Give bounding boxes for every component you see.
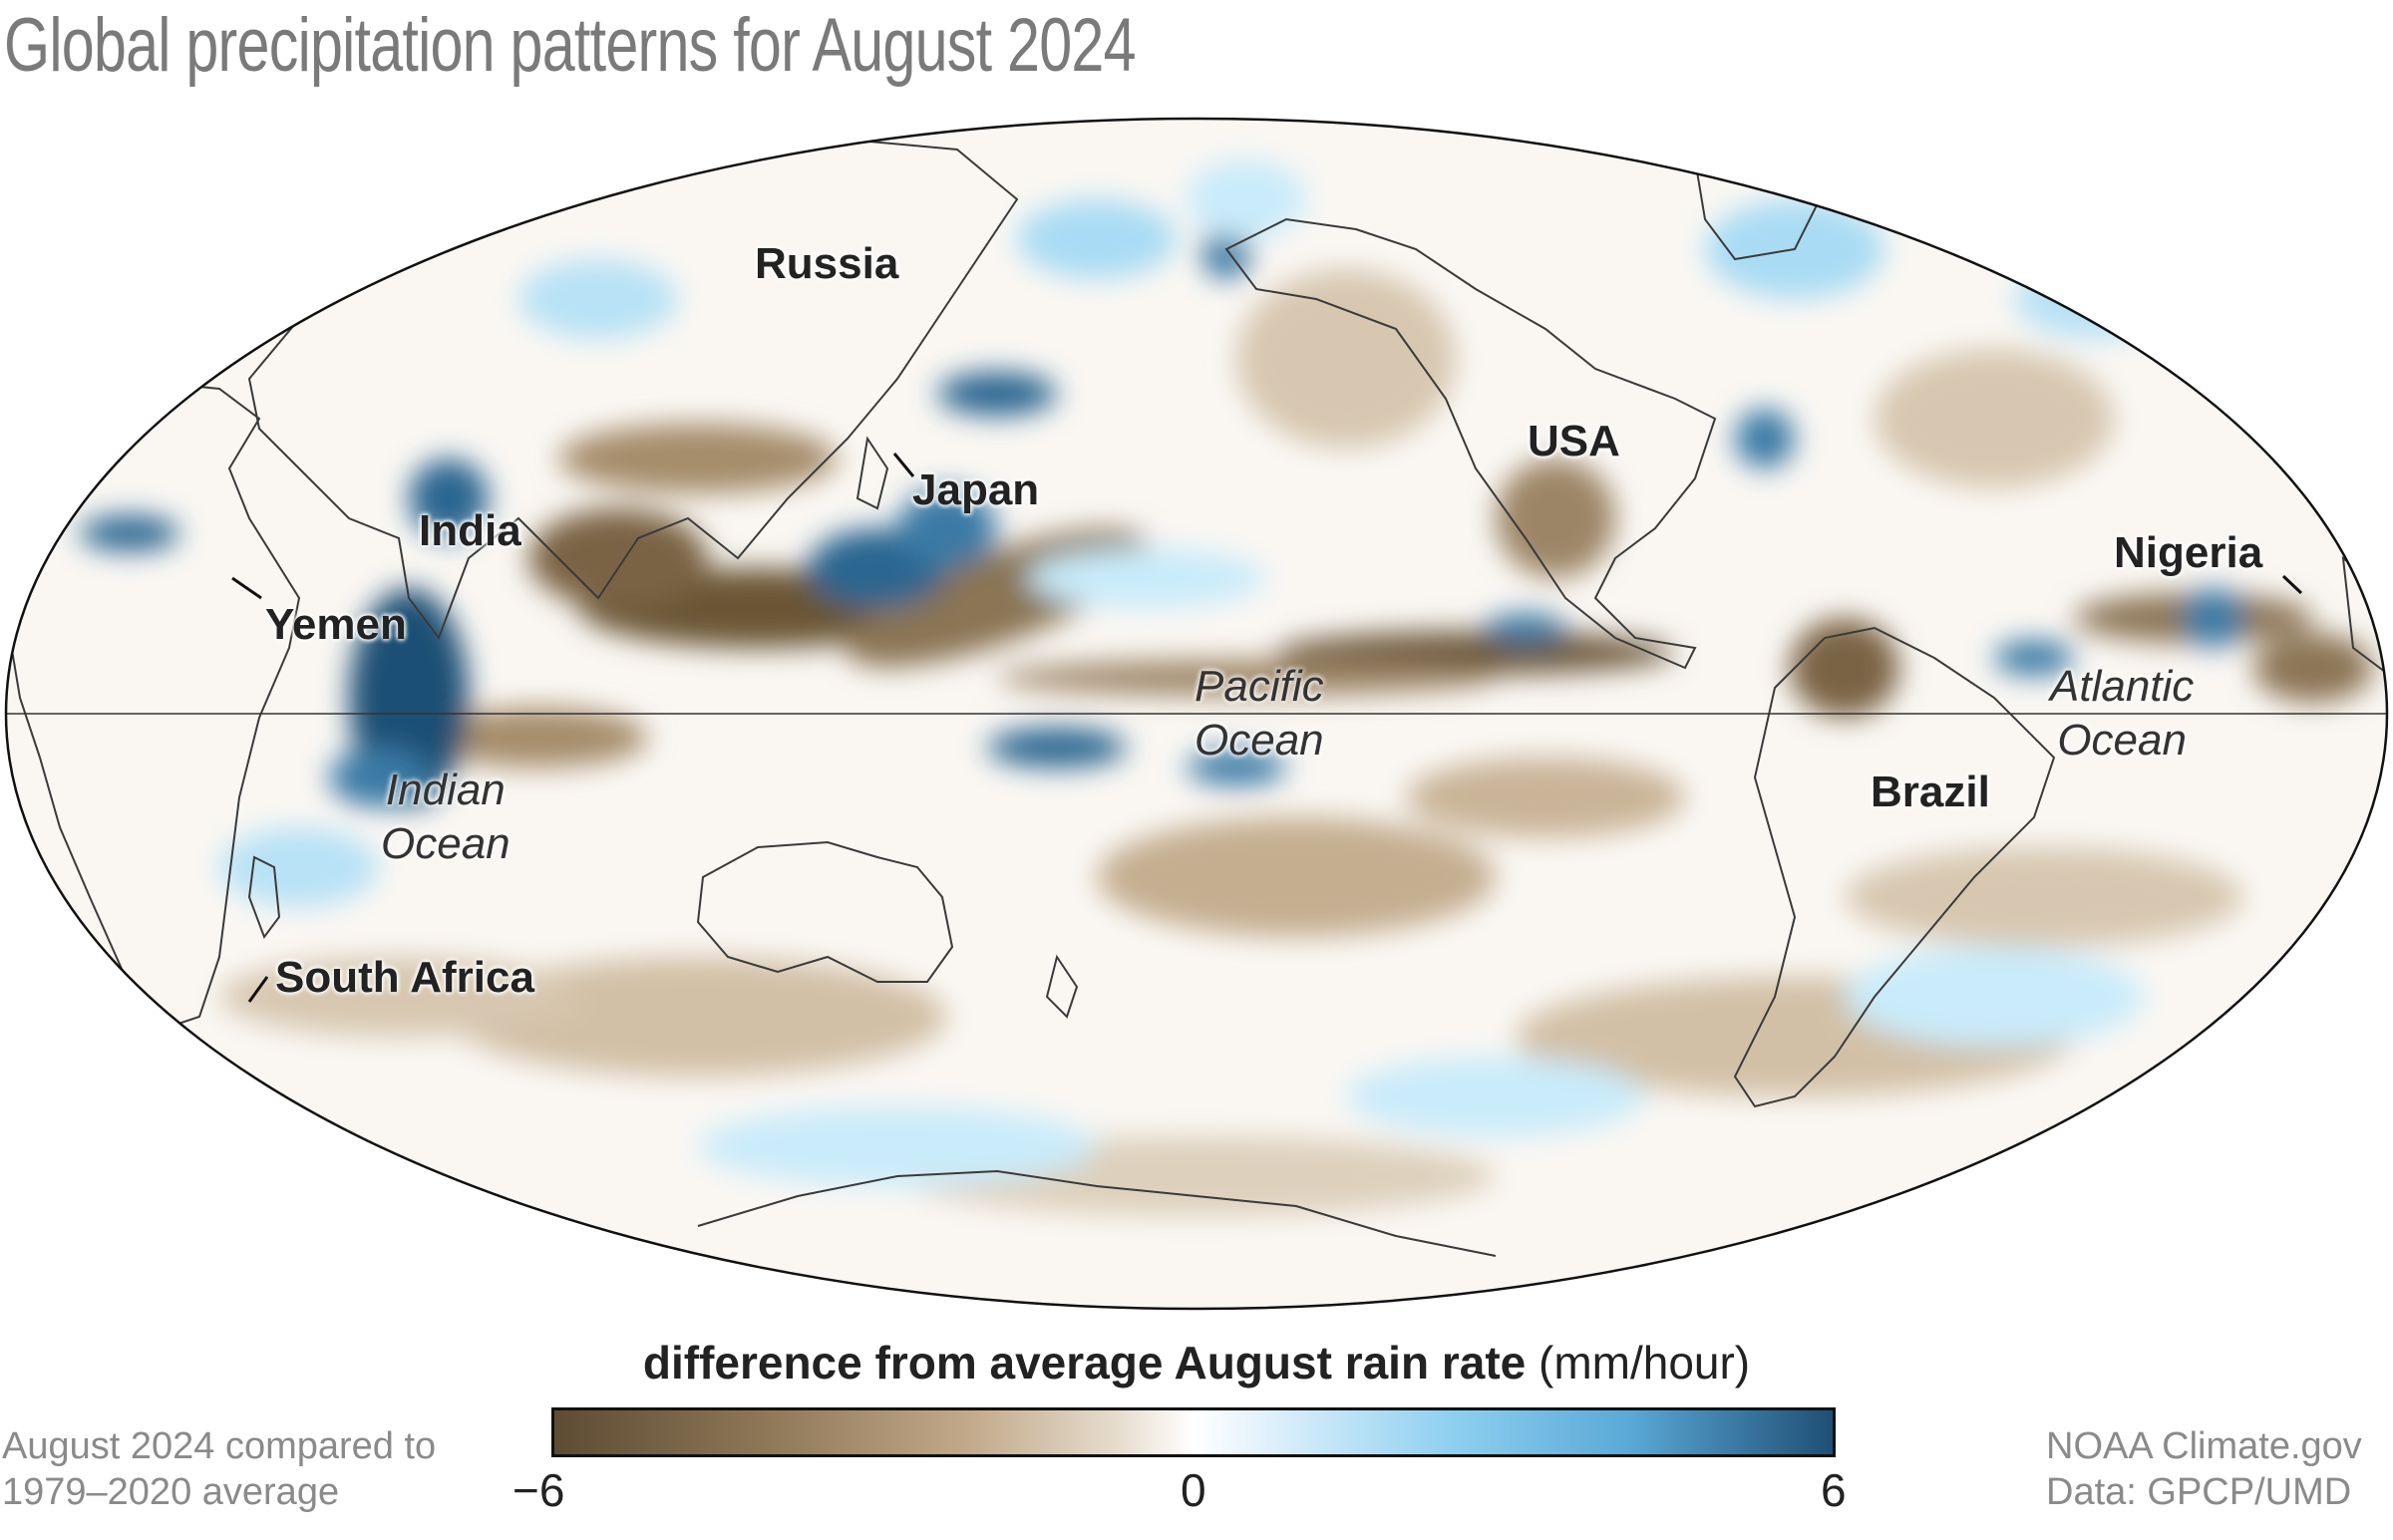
- leader-south-africa: [247, 976, 269, 1003]
- label-nigeria: Nigeria: [2114, 528, 2263, 577]
- indian-line2: Ocean: [381, 819, 511, 868]
- label-india: India: [419, 506, 521, 555]
- pacific-line1: Pacific: [1195, 662, 1324, 711]
- pacific-line2: Ocean: [1195, 716, 1324, 765]
- label-japan: Japan: [912, 465, 1040, 514]
- colorbar-min-label: −6: [513, 1464, 565, 1516]
- legend-title-units: (mm/hour): [1538, 1337, 1751, 1388]
- footer-left-line2: 1979–2020 average: [2, 1471, 340, 1513]
- label-usa: USA: [1528, 417, 1620, 465]
- atlantic-line2: Ocean: [2057, 716, 2187, 765]
- footer-right-line2: Data: GPCP/UMD: [2046, 1471, 2352, 1513]
- label-pacific-ocean: Pacific Ocean: [1195, 660, 1324, 768]
- world-map: [4, 117, 2389, 1311]
- indian-line1: Indian: [385, 766, 506, 814]
- colorbar-max-label: 6: [1821, 1464, 1847, 1516]
- footer-comparison: August 2024 compared to 1979–2020 averag…: [2, 1423, 436, 1515]
- atlantic-line1: Atlantic: [2050, 662, 2195, 711]
- page-title: Global precipitation patterns for August…: [4, 3, 1137, 88]
- footer-credit: NOAA Climate.gov Data: GPCP/UMD: [2046, 1423, 2362, 1515]
- leader-nigeria: [2281, 574, 2303, 595]
- legend-title-main: difference from average August rain rate: [642, 1337, 1527, 1388]
- leader-yemen: [231, 576, 262, 600]
- label-atlantic-ocean: Atlantic Ocean: [2050, 660, 2194, 768]
- colorbar-mid-label: 0: [1181, 1464, 1206, 1516]
- colorbar: [551, 1407, 1836, 1457]
- label-indian-ocean: Indian Ocean: [381, 764, 511, 871]
- globe-outline: [4, 117, 2389, 1311]
- legend-title: difference from average August rain rate…: [0, 1336, 2393, 1389]
- leader-japan: [892, 453, 915, 477]
- label-south-africa: South Africa: [275, 953, 534, 1002]
- footer-right-line1: NOAA Climate.gov: [2046, 1425, 2362, 1467]
- label-brazil: Brazil: [1871, 768, 1990, 816]
- footer-left-line1: August 2024 compared to: [2, 1425, 437, 1467]
- label-yemen: Yemen: [265, 600, 407, 649]
- label-russia: Russia: [755, 239, 899, 288]
